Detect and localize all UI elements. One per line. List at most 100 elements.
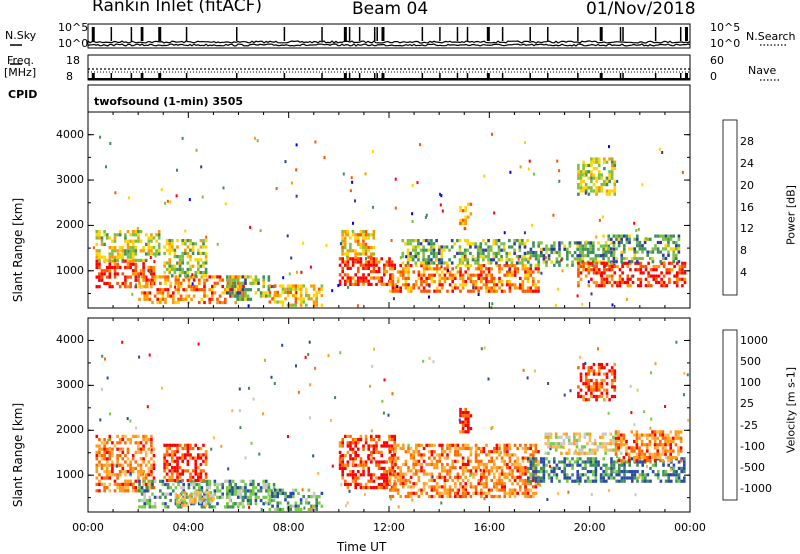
power-cell (497, 245, 501, 249)
nsky-spike (140, 27, 143, 41)
velocity-cell (150, 463, 153, 467)
velocity-cell (359, 463, 363, 467)
power-cell (216, 242, 219, 246)
velocity-cell (409, 453, 413, 457)
velocity-cell (540, 460, 543, 464)
nave-spike (381, 73, 385, 80)
power-cell (455, 266, 458, 270)
power-cell (103, 242, 106, 246)
velocity-cell (526, 494, 530, 499)
power-cell (286, 234, 289, 238)
power-cell (495, 261, 498, 265)
velocity-cell (582, 394, 585, 399)
velocity-cell (677, 452, 680, 456)
power-cell (139, 249, 143, 253)
velocity-cell (635, 433, 639, 437)
power-cell (178, 261, 182, 265)
velocity-cell (438, 443, 441, 447)
power-cell (605, 176, 609, 180)
velocity-cell (151, 486, 154, 490)
velocity-cell (570, 442, 574, 446)
velocity-cell (454, 485, 457, 489)
power-cell (500, 255, 503, 259)
power-cell (675, 280, 679, 285)
power-cell (448, 258, 451, 262)
velocity-cell (181, 472, 184, 476)
velocity-cell (134, 479, 138, 483)
power-cell (351, 282, 355, 286)
power-cell (401, 255, 405, 259)
power-cell (537, 241, 540, 245)
velocity-cell (511, 482, 514, 486)
velocity-cell (620, 439, 623, 444)
power-cell (485, 283, 488, 287)
velocity-cell (375, 444, 378, 448)
velocity-cell (417, 488, 421, 492)
velocity-cell (264, 358, 266, 362)
power-cell (623, 244, 626, 248)
power-cell (147, 265, 151, 270)
velocity-cell (577, 385, 580, 389)
velocity-cell (164, 482, 167, 487)
power-cell (582, 170, 585, 174)
power-cell (611, 303, 614, 307)
power-cell (111, 239, 114, 243)
velocity-cell (271, 495, 274, 499)
power-cell (595, 160, 598, 164)
velocity-cell (547, 382, 550, 385)
velocity-cell (646, 473, 650, 477)
power-cell (438, 276, 441, 280)
power-cell (533, 172, 535, 176)
velocity-cell (391, 494, 395, 499)
velocity-cell (152, 466, 156, 470)
power-cell (550, 250, 553, 255)
velocity-cell (118, 482, 122, 486)
velocity-cell (380, 454, 383, 458)
velocity-cell (487, 472, 491, 476)
power-cell (456, 251, 459, 255)
power-cell (582, 179, 585, 183)
power-cell (534, 257, 538, 261)
velocity-cell (633, 459, 636, 463)
velocity-cell (672, 449, 675, 453)
velocity-cell (103, 454, 106, 458)
power-cell (179, 297, 183, 301)
power-cell (359, 233, 363, 237)
power-cell (600, 173, 604, 177)
power-cell (157, 249, 161, 253)
velocity-cell (297, 507, 300, 511)
power-cell (579, 176, 583, 180)
power-cell (639, 268, 643, 272)
velocity-cell (477, 462, 480, 467)
velocity-cell (571, 457, 574, 461)
power-cell (341, 249, 344, 253)
velocity-cell (592, 470, 595, 474)
velocity-cell (622, 438, 626, 443)
velocity-cell (165, 443, 169, 447)
velocity-cell (650, 371, 653, 375)
velocity-cell (443, 469, 447, 473)
velocity-cell (634, 493, 637, 497)
power-cell (605, 160, 609, 164)
velocity-cell (303, 506, 306, 510)
velocity-cell (469, 427, 473, 431)
velocity-cell (338, 441, 342, 445)
power-cell (229, 275, 232, 279)
power-cell (537, 270, 540, 274)
velocity-cell (152, 454, 156, 458)
velocity-cell (286, 501, 290, 505)
velocity-cell (609, 432, 613, 436)
velocity-cell (244, 486, 247, 490)
velocity-cell (513, 491, 517, 495)
nsky-spike (529, 27, 531, 41)
power-cell (108, 236, 112, 240)
velocity-cell (184, 453, 187, 457)
velocity-cell (446, 443, 449, 447)
velocity-cell (474, 472, 478, 476)
power-cell (213, 284, 217, 289)
power-cell (137, 278, 140, 282)
velocity-cell (620, 476, 624, 480)
power-cell (179, 294, 183, 298)
velocity-cell (267, 486, 271, 490)
velocity-cell (152, 486, 156, 490)
